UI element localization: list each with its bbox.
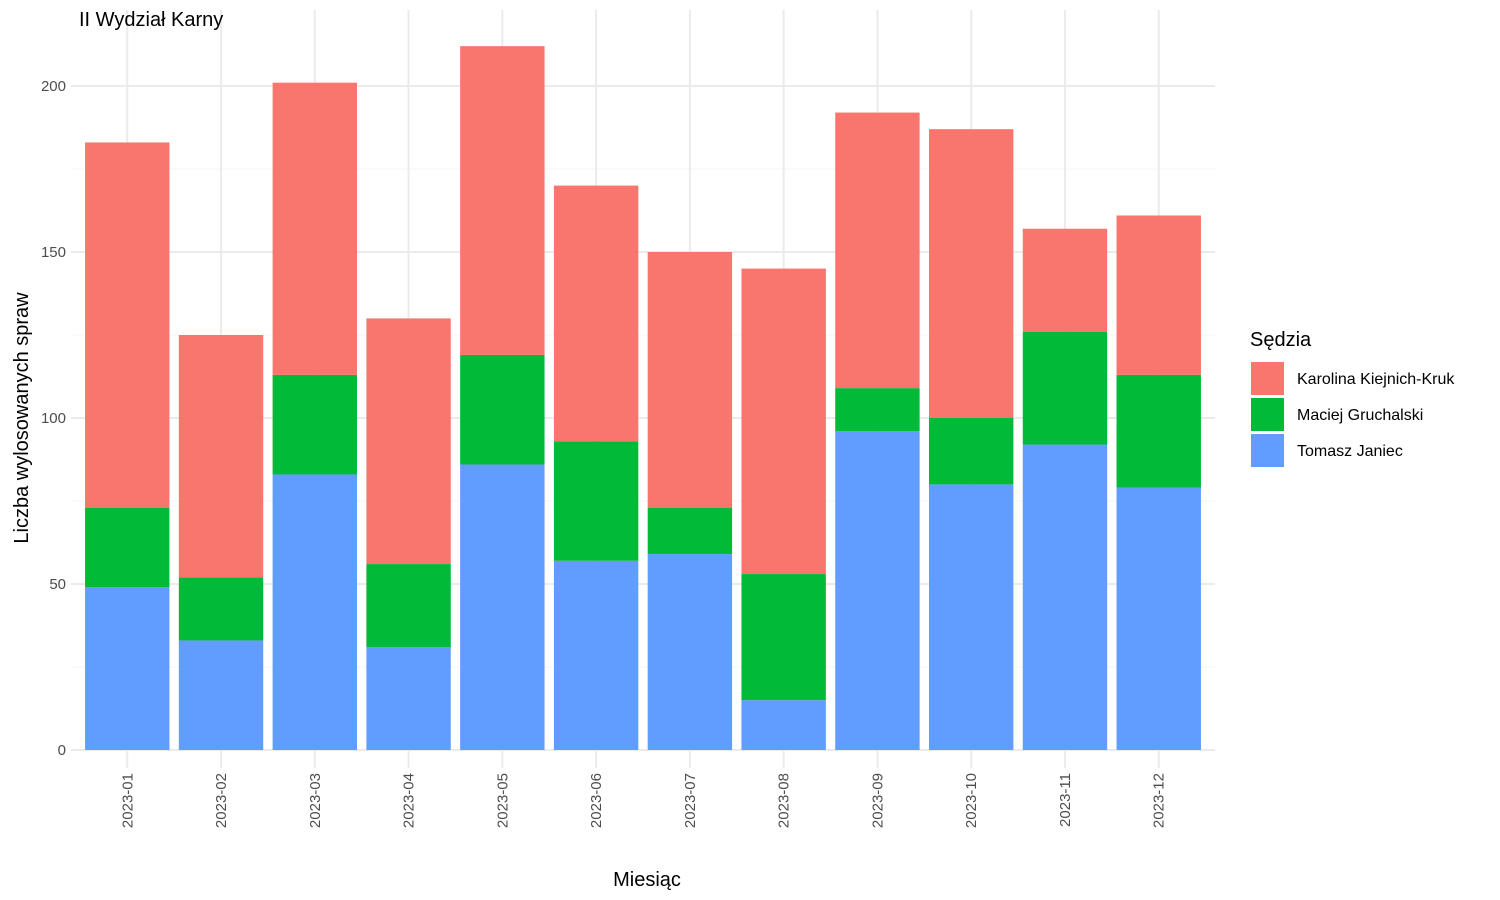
legend-swatch — [1251, 434, 1284, 467]
bar-segment — [1022, 331, 1108, 445]
bar-segment — [366, 318, 451, 565]
bar-segment — [1116, 374, 1201, 488]
x-tick-label: 2023-01 — [119, 773, 136, 828]
bar-segment — [1116, 487, 1201, 750]
bar-segment — [1022, 228, 1108, 332]
x-tick-label: 2023-06 — [588, 773, 605, 828]
bar-segment — [929, 129, 1014, 418]
bar-segment — [85, 587, 170, 750]
bar-segment — [929, 418, 1014, 485]
y-tick-label: 0 — [58, 742, 66, 759]
y-tick-label: 50 — [49, 576, 66, 593]
bar-segment — [85, 142, 170, 508]
bar-segment — [460, 46, 545, 355]
bar-segment — [178, 640, 264, 750]
x-tick-label: 2023-07 — [682, 773, 699, 828]
x-tick-label: 2023-12 — [1151, 773, 1168, 828]
bar-segment — [272, 374, 357, 475]
legend-title: Sędzia — [1250, 329, 1312, 351]
bar-segment — [553, 560, 639, 750]
bar-segment — [366, 564, 451, 648]
y-axis-title: Liczba wylosowanych spraw — [11, 292, 33, 544]
y-tick-label: 100 — [41, 410, 66, 427]
bar-segment — [553, 441, 639, 561]
x-axis-title: Miesiąc — [613, 869, 681, 891]
x-tick-label: 2023-11 — [1057, 773, 1074, 827]
bar-segment — [741, 574, 826, 701]
bar-segment — [741, 700, 826, 750]
x-tick-label: 2023-10 — [963, 773, 980, 828]
bar-segment — [741, 268, 826, 575]
bar-segment — [1022, 444, 1108, 750]
bar-segment — [835, 112, 920, 389]
bar-segment — [272, 82, 357, 375]
bars — [85, 46, 1201, 750]
bar-segment — [647, 507, 733, 555]
x-tick-label: 2023-03 — [307, 773, 324, 828]
bar-segment — [835, 388, 920, 432]
bar-segment — [178, 335, 264, 578]
legend-label: Karolina Kiejnich-Kruk — [1297, 371, 1455, 388]
bar-segment — [460, 354, 545, 465]
bar-segment — [553, 185, 639, 442]
bar-segment — [460, 464, 545, 750]
bar-segment — [647, 554, 733, 750]
chart-title: II Wydział Karny — [79, 9, 223, 31]
x-tick-label: 2023-05 — [494, 773, 511, 828]
x-tick-label: 2023-08 — [776, 773, 793, 828]
x-axis-ticks: 2023-01 2023-02 2023-03 2023-04 2023-05 2023-… — [119, 773, 1167, 828]
y-tick-label: 150 — [41, 244, 66, 261]
bar-segment — [85, 507, 170, 588]
x-tick-label: 2023-02 — [213, 773, 230, 828]
bar-segment — [178, 577, 264, 641]
bar-segment — [366, 647, 451, 750]
bar-segment — [1116, 215, 1201, 375]
legend-label: Tomasz Janiec — [1297, 443, 1403, 460]
x-tick-label: 2023-04 — [401, 773, 418, 828]
legend: Sędzia Karolina Kiejnich-Kruk Maciej Gruc… — [1250, 329, 1455, 467]
y-tick-label: 200 — [41, 78, 66, 95]
legend-label: Maciej Gruchalski — [1297, 407, 1423, 424]
legend-swatch — [1251, 362, 1284, 395]
y-axis-ticks: 0 50 100 150 200 — [41, 78, 66, 759]
legend-swatch — [1251, 398, 1284, 431]
bar-segment — [647, 252, 733, 508]
bar-segment — [929, 484, 1014, 750]
x-tick-label: 2023-09 — [869, 773, 886, 828]
bar-segment — [835, 431, 920, 750]
bar-segment — [272, 474, 357, 750]
